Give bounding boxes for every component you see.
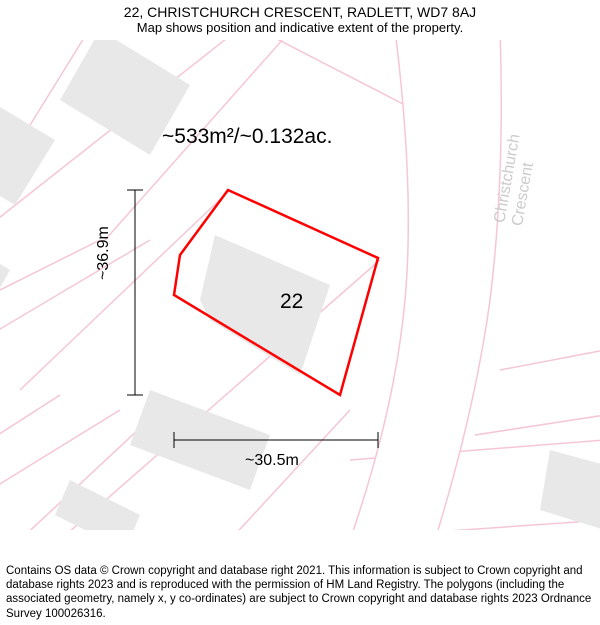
page-subtitle: Map shows position and indicative extent… — [0, 20, 600, 35]
header: 22, CHRISTCHURCH CRESCENT, RADLETT, WD7 … — [0, 0, 600, 35]
copyright-footer: Contains OS data © Crown copyright and d… — [6, 564, 594, 622]
area-label: ~533m²/~0.132ac. — [162, 125, 332, 149]
page-title: 22, CHRISTCHURCH CRESCENT, RADLETT, WD7 … — [0, 4, 600, 20]
plot-number: 22 — [280, 290, 303, 314]
width-dimension-label: ~30.5m — [245, 452, 299, 470]
height-dimension-label: ~36.9m — [95, 226, 113, 280]
map-area: ~533m²/~0.132ac. 22 ~36.9m ~30.5m Christ… — [0, 40, 600, 530]
